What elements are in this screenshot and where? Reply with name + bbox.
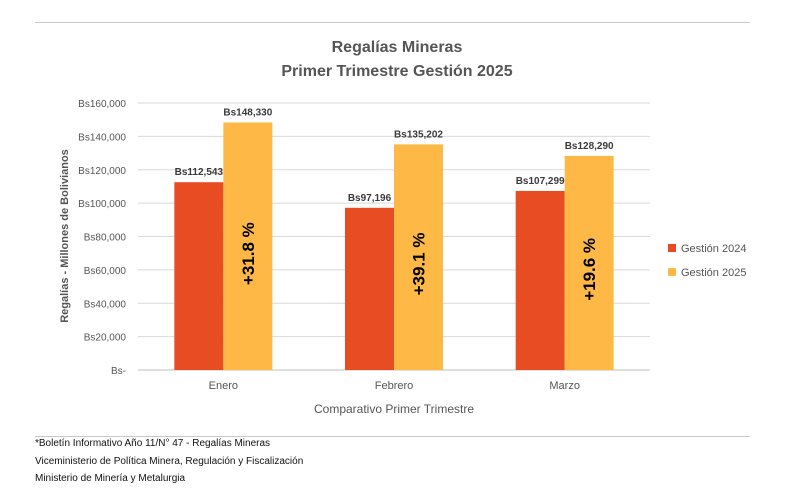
- y-tick-label: Bs160,000: [78, 99, 126, 110]
- growth-annotations: +31.8 % +39.1 % +19.6 %: [239, 222, 599, 301]
- y-tick-label: Bs60,000: [84, 266, 127, 277]
- y-tick-label: Bs100,000: [78, 199, 126, 210]
- legend-label-2024: Gestión 2024: [681, 243, 746, 255]
- bar-2025-febrero: [394, 144, 443, 370]
- footer-ministry: Ministerio de Minería y Metalurgia: [35, 473, 186, 484]
- footer-vice-ministry: Viceministerio de Política Minera, Regul…: [35, 456, 304, 467]
- x-tick-label: Febrero: [375, 380, 414, 392]
- y-tick-label: Bs80,000: [84, 233, 127, 244]
- legend-swatch-2025: [668, 268, 676, 276]
- y-tick-label: Bs120,000: [78, 166, 126, 177]
- y-tick-label: Bs20,000: [84, 333, 127, 344]
- legend-label-2025: Gestión 2025: [681, 267, 746, 279]
- bar-value-label: Bs107,299: [516, 176, 565, 187]
- bar-value-label: Bs128,290: [565, 141, 614, 152]
- growth-annotation: +19.6 %: [580, 238, 599, 301]
- top-divider: [35, 22, 750, 23]
- footer-source: *Boletín Informativo Año 11/N° 47 - Rega…: [35, 438, 271, 449]
- bar-2024-marzo: [515, 190, 565, 370]
- y-axis-ticks: Bs- Bs20,000 Bs40,000 Bs60,000 Bs80,000 Bs100…: [78, 99, 126, 377]
- bar-2025-enero: [223, 122, 273, 371]
- growth-annotation: +39.1 %: [410, 233, 429, 296]
- bar-2025-marzo: [564, 155, 614, 370]
- bar-chart: Regalías Mineras Primer Trimestre Gestió…: [59, 39, 746, 416]
- x-axis-label: Comparativo Primer Trimestre: [314, 402, 474, 416]
- bar-2024-enero: [174, 182, 224, 370]
- growth-annotation: +31.8 %: [239, 222, 258, 285]
- legend: Gestión 2024 Gestión 2025: [668, 243, 746, 279]
- bar-value-label: Bs112,543: [175, 167, 224, 178]
- bars: [174, 122, 614, 371]
- bar-labels: Bs112,543 Bs148,330 Bs97,196 Bs135,202 Bs107…: [175, 107, 614, 203]
- bar-value-label: Bs148,330: [223, 107, 272, 118]
- y-tick-label: Bs40,000: [84, 299, 127, 310]
- legend-swatch-2024: [668, 244, 676, 252]
- bar-value-label: Bs135,202: [394, 129, 443, 140]
- bottom-divider: [35, 436, 750, 437]
- bar-2024-febrero: [345, 207, 394, 370]
- y-tick-label: Bs-: [111, 366, 126, 377]
- chart-subtitle: Primer Trimestre Gestión 2025: [281, 63, 512, 80]
- x-axis-ticks: Enero Febrero Marzo: [209, 380, 580, 392]
- chart-title: Regalías Mineras: [332, 39, 463, 56]
- y-tick-label: Bs140,000: [78, 132, 126, 143]
- x-tick-label: Enero: [209, 380, 238, 392]
- y-axis-label: Regalías - Millones de Bolivianos: [59, 149, 71, 323]
- bar-value-label: Bs97,196: [348, 193, 392, 204]
- x-tick-label: Marzo: [549, 380, 580, 392]
